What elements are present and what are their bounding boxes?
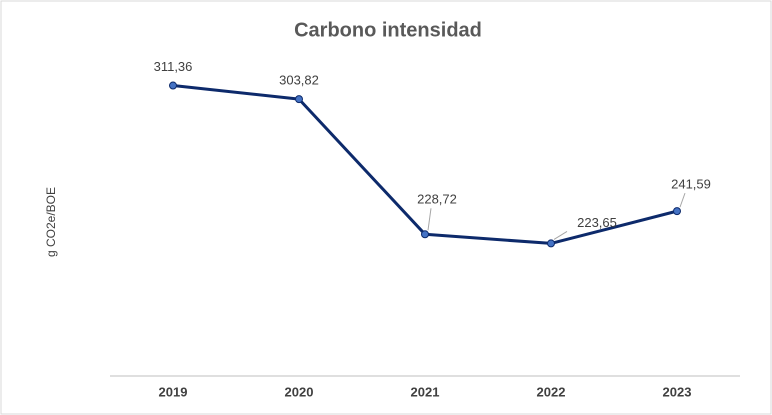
chart-title: Carbono intensidad <box>294 19 482 41</box>
data-label: 223,65 <box>577 215 617 230</box>
leader-line <box>427 208 432 231</box>
data-point <box>295 95 303 104</box>
leader-line <box>679 192 686 208</box>
x-tick-label: 2023 <box>663 384 692 399</box>
x-tick-label: 2020 <box>285 384 314 399</box>
y-axis-label: g CO2e/BOE <box>44 187 58 257</box>
data-label: 303,82 <box>279 73 319 88</box>
data-point <box>421 230 429 239</box>
data-label: 241,59 <box>671 177 711 192</box>
data-point <box>547 239 555 248</box>
x-tick-label: 2022 <box>537 384 566 399</box>
data-point <box>673 207 681 216</box>
data-point <box>169 81 177 90</box>
data-label: 311,36 <box>154 59 193 74</box>
leader-line <box>553 231 568 240</box>
x-tick-label: 2021 <box>411 384 440 399</box>
x-tick-label: 2019 <box>159 384 188 399</box>
data-label: 228,72 <box>417 192 457 207</box>
